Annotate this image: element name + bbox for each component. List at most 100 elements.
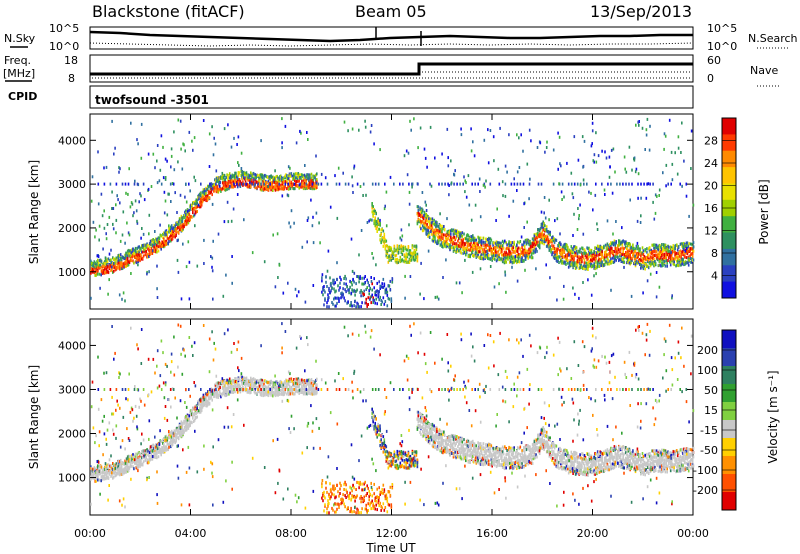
power-cell <box>268 181 271 185</box>
power-cell <box>465 253 467 257</box>
power-cell <box>467 239 470 243</box>
power-cell <box>601 250 603 254</box>
power-cell <box>170 225 173 229</box>
velocity-cell <box>117 472 119 476</box>
power-cell <box>351 269 354 273</box>
power-cell <box>148 213 151 217</box>
power-cell <box>415 245 418 249</box>
power-cell <box>181 220 184 224</box>
power-cell <box>616 182 618 186</box>
velocity-cell <box>94 469 96 473</box>
power-cell <box>579 247 581 251</box>
power-cell <box>365 193 367 197</box>
power-cell <box>411 182 414 186</box>
power-cell <box>516 249 518 253</box>
power-cell <box>670 150 673 154</box>
power-cell <box>359 290 361 294</box>
power-cell <box>151 243 154 247</box>
power-cell <box>644 148 646 151</box>
power-cell <box>485 243 487 247</box>
power-cell <box>635 123 637 127</box>
power-cell <box>303 181 306 185</box>
power-cell <box>668 245 670 249</box>
power-cell <box>691 242 693 246</box>
power-cell <box>377 292 380 296</box>
power-cell <box>228 174 230 177</box>
power-cell <box>182 216 184 220</box>
power-cell <box>417 211 420 215</box>
power-cell <box>214 189 216 193</box>
power-cell <box>607 245 609 249</box>
velocity-cell <box>103 477 105 481</box>
power-cell <box>250 174 253 178</box>
power-cell <box>127 249 130 253</box>
power-cell <box>221 174 224 178</box>
power-cell <box>471 251 473 255</box>
power-cell <box>403 154 406 158</box>
power-cell <box>577 158 580 162</box>
freq-panel: Freq. [MHz] 18 8 60 0 Nave <box>3 54 780 87</box>
power-cell <box>379 221 381 225</box>
power-cell <box>238 163 240 167</box>
power-cell <box>419 206 421 210</box>
power-cell <box>631 168 633 172</box>
power-cell <box>209 187 212 191</box>
power-cell <box>553 238 556 242</box>
velocity-cell <box>101 477 103 481</box>
power-cell <box>677 252 680 256</box>
power-cell <box>609 246 611 250</box>
power-cell <box>687 257 690 261</box>
power-cell <box>235 174 237 178</box>
power-cell <box>298 173 300 177</box>
power-cell <box>286 180 288 184</box>
power-cell <box>645 196 648 200</box>
power-cell <box>507 246 509 250</box>
power-cell <box>391 280 394 284</box>
power-cell <box>402 246 405 250</box>
power-cell <box>193 207 196 211</box>
power-cell <box>460 133 463 137</box>
velocity-cell <box>116 471 118 475</box>
power-cell <box>460 233 463 237</box>
power-cell <box>638 252 640 256</box>
power-cell <box>679 263 682 267</box>
power-cell <box>552 239 554 243</box>
velocity-cell <box>120 472 123 476</box>
power-cell <box>445 240 448 244</box>
power-cell <box>534 250 537 254</box>
velocity-cell <box>116 464 118 468</box>
power-cell <box>141 250 144 254</box>
power-cell <box>524 248 527 252</box>
power-cell <box>596 244 599 248</box>
velocity-cell <box>98 472 101 476</box>
power-cell <box>305 174 307 178</box>
power-cell <box>509 260 512 264</box>
power-cell <box>539 141 542 145</box>
power-cell <box>554 250 557 254</box>
power-cell <box>423 297 425 301</box>
power-cell <box>601 254 603 258</box>
power-cell <box>312 284 315 287</box>
power-cell <box>226 173 228 177</box>
power-cell <box>420 210 422 214</box>
power-cell <box>203 262 205 265</box>
power-cell <box>642 257 645 261</box>
power-cell <box>516 182 519 186</box>
power-cell <box>520 235 523 239</box>
power-cell <box>668 254 670 258</box>
power-cell <box>208 196 211 200</box>
power-cell <box>475 246 478 250</box>
power-cell <box>567 249 569 253</box>
power-cell <box>337 166 340 170</box>
power-cell <box>363 282 366 286</box>
power-cell <box>567 253 569 256</box>
power-cell <box>275 184 278 187</box>
power-cell <box>344 182 347 186</box>
power-cell <box>536 240 538 244</box>
power-cell <box>577 249 580 253</box>
power-cell <box>242 172 244 176</box>
power-cell <box>397 248 400 252</box>
velocity-cell <box>117 403 119 407</box>
power-cell <box>454 232 456 235</box>
noise-panel: N.Sky 10^5 10^0 10^5 10^0 N.Search <box>4 22 798 53</box>
